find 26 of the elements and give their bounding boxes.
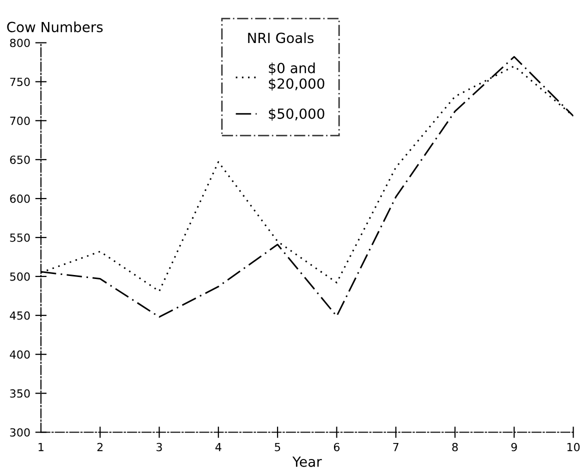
legend-label: $0 and $20,000 bbox=[268, 62, 324, 91]
x-tick-label: 4 bbox=[215, 443, 222, 452]
y-tick-label: 800 bbox=[10, 38, 30, 48]
x-tick-label: 10 bbox=[567, 442, 580, 452]
x-tick-label: 6 bbox=[334, 442, 340, 452]
y-tick-label: 700 bbox=[10, 116, 30, 126]
x-tick-label: 5 bbox=[274, 443, 280, 452]
x-tick-label: 8 bbox=[452, 442, 458, 452]
y-axis-title: Cow Numbers bbox=[7, 22, 103, 32]
y-tick-label: 300 bbox=[10, 428, 30, 437]
legend-title: NRI Goals bbox=[248, 32, 314, 44]
x-tick-label: 3 bbox=[156, 442, 162, 452]
y-tick-label: 750 bbox=[10, 78, 30, 86]
x-tick-label: 1 bbox=[38, 443, 44, 452]
y-tick-label: 600 bbox=[10, 194, 30, 203]
x-axis-title: Year bbox=[292, 456, 322, 467]
y-tick-label: 550 bbox=[10, 233, 30, 242]
x-tick-label: 9 bbox=[511, 442, 517, 452]
x-tick-label: 2 bbox=[97, 442, 103, 452]
y-tick-label: 400 bbox=[10, 350, 30, 359]
y-tick-label: 450 bbox=[10, 311, 30, 320]
y-tick-label: 350 bbox=[10, 389, 30, 398]
y-tick-label: 500 bbox=[10, 272, 30, 281]
legend-label: $50,000 bbox=[268, 108, 324, 121]
y-tick-label: 650 bbox=[10, 156, 30, 164]
x-tick-label: 7 bbox=[393, 443, 398, 452]
